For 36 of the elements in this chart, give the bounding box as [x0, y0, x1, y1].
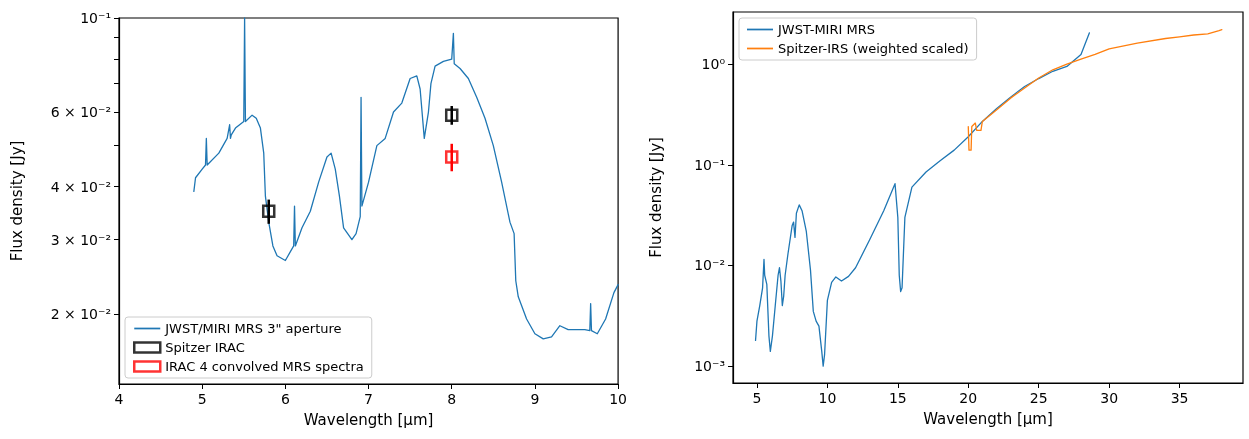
- point: [261, 204, 276, 219]
- legend-label: Spitzer-IRS (weighted scaled): [778, 41, 969, 56]
- y-axis-title: Flux density [Jy]: [7, 140, 26, 262]
- legend-label: IRAC 4 convolved MRS spectra: [165, 359, 364, 374]
- x-tick-label: 4: [114, 391, 124, 407]
- y-tick-label: 10⁻¹: [80, 10, 111, 26]
- legend-label: JWST-MIRI MRS: [777, 22, 875, 37]
- x-tick-label: 10: [609, 391, 628, 407]
- y-tick-label: 4 × 10⁻²: [50, 178, 111, 195]
- x-tick-label: 10: [818, 390, 837, 406]
- point: [444, 150, 459, 164]
- y-tick-label: 6 × 10⁻²: [50, 104, 111, 121]
- x-tick-label: 7: [364, 391, 374, 407]
- x-tick-label: 9: [530, 391, 540, 407]
- x-tick-label: 5: [197, 391, 207, 407]
- legend-label: JWST/MIRI MRS 3" aperture: [164, 321, 342, 336]
- x-tick-label: 25: [1029, 390, 1048, 406]
- x-axis-title: Wavelength [μm]: [923, 409, 1053, 428]
- x-tick-label: 20: [959, 390, 978, 406]
- y-tick-label: 3 × 10⁻²: [50, 231, 111, 248]
- y-tick-label: 2 × 10⁻²: [50, 306, 111, 323]
- point: [444, 108, 459, 122]
- x-tick-label: 6: [280, 391, 290, 407]
- x-tick-label: 35: [1170, 390, 1189, 406]
- x-tick-label: 30: [1100, 390, 1119, 406]
- y-axis-title: Flux density [Jy]: [646, 137, 665, 258]
- y-tick-label: 10⁻³: [694, 358, 725, 375]
- y-tick-label: 10⁻²: [694, 257, 725, 274]
- x-tick-label: 8: [447, 391, 457, 407]
- y-tick-label: 10⁰: [701, 56, 726, 73]
- x-tick-label: 15: [888, 390, 907, 406]
- legend-label: Spitzer IRAC: [165, 340, 245, 355]
- y-tick-label: 10⁻¹: [694, 156, 725, 173]
- x-tick-label: 5: [752, 390, 762, 406]
- line-series: [967, 29, 1223, 151]
- x-axis-title: Wavelength [μm]: [303, 410, 434, 429]
